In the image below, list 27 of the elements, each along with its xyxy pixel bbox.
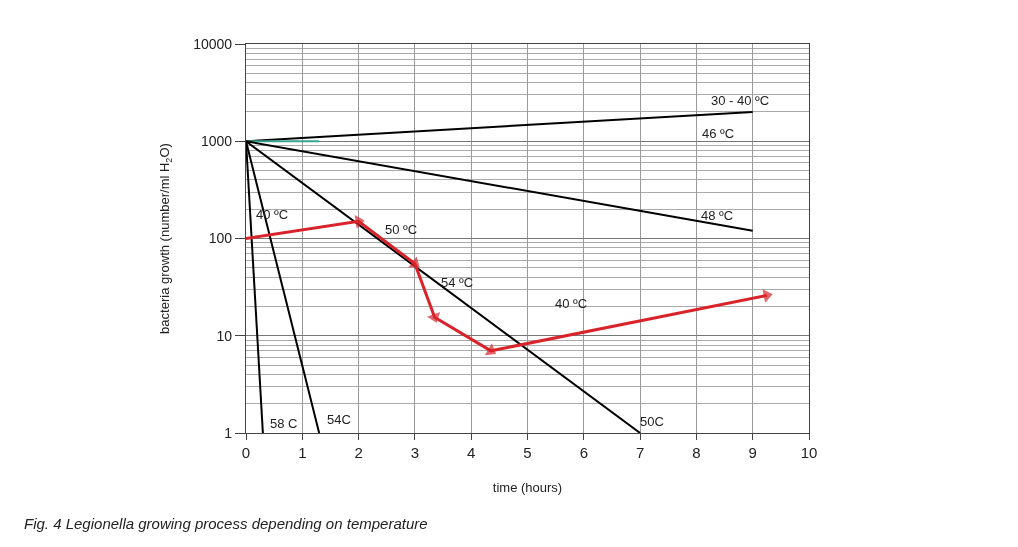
y-tick-label: 100 <box>208 230 233 247</box>
x-tick-label: 3 <box>410 444 420 462</box>
x-tick-label: 9 <box>748 444 757 462</box>
x-tick-label: 7 <box>635 444 645 462</box>
series-label: 58 C <box>270 416 298 431</box>
x-tick-label: 0 <box>241 444 251 462</box>
x-tick-label: 10 <box>800 444 818 462</box>
series-label: 30 - 40 ºC <box>711 93 770 108</box>
series-label: 54C <box>327 412 351 427</box>
annotation: 40 ºC <box>555 296 588 311</box>
series-label: 50C <box>640 414 664 429</box>
y-tick-label: 10000 <box>193 35 233 52</box>
text: Fig. 4 Legionella growing process depending on temperature <box>24 515 428 532</box>
x-axis-title: time (hours) <box>492 479 563 495</box>
y-tick-label: 1000 <box>200 133 233 150</box>
x-tick-label: 8 <box>692 444 701 462</box>
y-tick-label: 1 <box>224 424 233 441</box>
x-tick-label: 2 <box>354 444 363 462</box>
x-tick-label: 6 <box>579 444 588 462</box>
annotation: 54 ºC <box>441 275 474 290</box>
x-tick-label: 5 <box>523 444 532 462</box>
y-tick-label: 10 <box>216 327 233 344</box>
annotation: 50 ºC <box>385 222 418 237</box>
x-tick-label: 1 <box>298 444 307 462</box>
annotation: 46 ºC <box>702 126 735 141</box>
x-tick-label: 4 <box>467 444 476 462</box>
series-label: 48 ºC <box>701 208 734 223</box>
